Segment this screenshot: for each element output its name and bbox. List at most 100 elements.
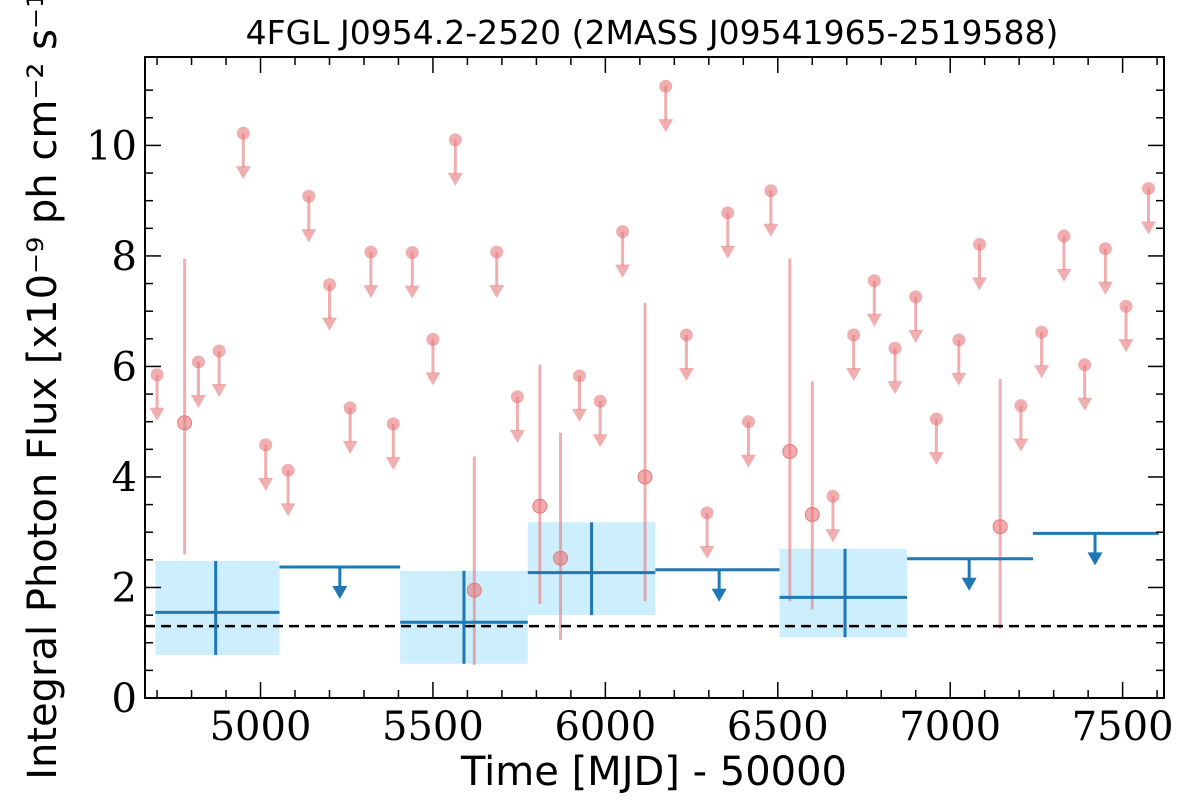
x-tick-label: 7500: [1072, 704, 1174, 750]
short-bin-upper-limit-arrow: [928, 451, 944, 465]
short-bin-upper-limit-marker: [448, 133, 462, 147]
x-tick-label: 5000: [210, 704, 312, 750]
short-bin-upper-limit-marker: [952, 333, 966, 347]
long-bin-upper-limit-arrow: [711, 588, 727, 602]
short-bin-upper-limit-marker: [302, 189, 316, 203]
short-bin-upper-limit-arrow: [301, 229, 317, 243]
short-bin-point: [804, 507, 820, 523]
short-bin-upper-limit-arrow: [887, 381, 903, 395]
x-tick-label: 7000: [899, 704, 1001, 750]
short-bin-upper-limit-marker: [593, 394, 607, 408]
short-bin-upper-limit-marker: [909, 290, 923, 304]
short-bin-upper-limit-marker: [343, 401, 357, 415]
short-bin-point: [466, 582, 482, 598]
short-bin-upper-limit-marker: [1141, 182, 1155, 196]
chart-title: 4FGL J0954.2-2520 (2MASS J09541965-25195…: [246, 13, 1059, 52]
short-bin-upper-limit-arrow: [1097, 281, 1113, 295]
short-bin-upper-limit-arrow: [699, 545, 715, 559]
plot-area: [145, 79, 1164, 665]
y-axis-label: Integral Photon Flux [x10⁻⁹ ph cm⁻² s⁻¹]: [20, 0, 66, 780]
short-bin-upper-limit-marker: [281, 463, 295, 477]
short-bin-upper-limit-marker: [721, 206, 735, 220]
short-bin-upper-limit-arrow: [211, 383, 227, 397]
short-bin-upper-limit-arrow: [190, 395, 206, 409]
short-bin-upper-limit-marker: [405, 246, 419, 260]
long-bin-band: [155, 560, 280, 655]
short-bin-upper-limit-arrow: [425, 372, 441, 386]
short-bin-upper-limit-marker: [1098, 242, 1112, 256]
x-axis-label: Time [MJD] - 50000: [460, 749, 847, 795]
short-bin-upper-limit-arrow: [972, 277, 988, 291]
short-bin-upper-limit-arrow: [149, 407, 165, 421]
y-tick-label: 6: [112, 344, 137, 390]
short-bin-point: [532, 498, 548, 514]
long-bin-upper-limit-arrow: [1087, 552, 1103, 566]
short-bin-upper-limit-marker: [700, 506, 714, 520]
short-bin-upper-limit-marker: [236, 126, 250, 140]
short-bin-upper-limit-marker: [888, 341, 902, 355]
long-bin-upper-limit-arrow: [332, 586, 348, 600]
short-bin-upper-limit-marker: [510, 390, 524, 404]
short-bin-upper-limit-arrow: [509, 429, 525, 443]
short-bin-upper-limit-marker: [616, 225, 630, 239]
y-tick-label: 8: [112, 234, 137, 280]
short-bin-upper-limit-arrow: [489, 285, 505, 299]
short-bin-upper-limit-arrow: [951, 372, 967, 386]
long-bin-upper-limit-arrow: [961, 577, 977, 591]
short-bin-upper-limit-arrow: [571, 408, 587, 422]
short-bin-upper-limit-marker: [150, 368, 164, 382]
y-tick-label: 0: [112, 676, 137, 722]
short-bin-upper-limit-marker: [847, 328, 861, 342]
short-bin-upper-limit-arrow: [825, 529, 841, 543]
short-bin-upper-limit-arrow: [321, 317, 337, 331]
short-bin-upper-limit-arrow: [385, 456, 401, 470]
short-bin-point: [637, 469, 653, 485]
axis-ticks: 5000 5500 6000 6500 7000 7500 0 2 4 6 8 10: [86, 57, 1174, 750]
short-bin-upper-limit-marker: [426, 332, 440, 346]
short-bin-upper-limit-marker: [973, 237, 987, 251]
short-bin-upper-limit-marker: [572, 369, 586, 383]
short-bin-upper-limit-arrow: [1118, 339, 1134, 353]
short-bin-upper-limit-marker: [191, 355, 205, 369]
y-tick-label: 10: [86, 123, 137, 169]
short-bin-upper-limit-arrow: [1140, 221, 1156, 235]
short-bin-point: [782, 444, 798, 460]
short-bin-point: [177, 415, 193, 431]
short-bin-upper-limit-marker: [1014, 399, 1028, 413]
short-bin-upper-limit-marker: [1119, 299, 1133, 313]
short-bin-upper-limit-arrow: [1077, 397, 1093, 411]
short-bin-upper-limit-marker: [490, 245, 504, 259]
short-bin-upper-limit-arrow: [615, 264, 631, 278]
short-bin-upper-limit-marker: [741, 415, 755, 429]
x-tick-label: 6000: [554, 704, 656, 750]
short-bin-upper-limit-marker: [867, 274, 881, 288]
short-bin-upper-limit-arrow: [658, 119, 674, 133]
short-bin-upper-limit-marker: [1057, 229, 1071, 243]
short-bin-upper-limit-arrow: [363, 285, 379, 299]
y-tick-label: 4: [112, 455, 137, 501]
short-bin-upper-limit-arrow: [740, 454, 756, 468]
long-bin-band: [779, 548, 908, 638]
short-bin-upper-limit-marker: [322, 278, 336, 292]
short-bin-upper-limit-arrow: [1034, 365, 1050, 379]
short-bin-upper-limit-marker: [1078, 358, 1092, 372]
short-bin-upper-limit-arrow: [592, 434, 608, 448]
short-bin-upper-limit-marker: [386, 417, 400, 431]
short-bin-upper-limit-arrow: [235, 166, 251, 180]
short-bin-upper-limit-arrow: [1056, 269, 1072, 283]
short-bin-upper-limit-arrow: [258, 477, 274, 491]
short-bin-upper-limit-marker: [364, 245, 378, 259]
short-bin-upper-limit-arrow: [404, 285, 420, 299]
short-bin-upper-limit-arrow: [280, 503, 296, 517]
short-bin-upper-limit-marker: [659, 79, 673, 93]
short-bin-upper-limit-arrow: [342, 440, 358, 454]
short-bin-point: [553, 550, 569, 566]
y-tick-label: 2: [112, 565, 137, 611]
x-tick-label: 6500: [727, 704, 829, 750]
short-bin-upper-limit-arrow: [447, 172, 463, 186]
short-bin-upper-limit-marker: [764, 184, 778, 198]
short-bin-upper-limit-marker: [679, 328, 693, 342]
short-bin-upper-limit-arrow: [678, 367, 694, 381]
short-bin-upper-limit-arrow: [908, 329, 924, 343]
